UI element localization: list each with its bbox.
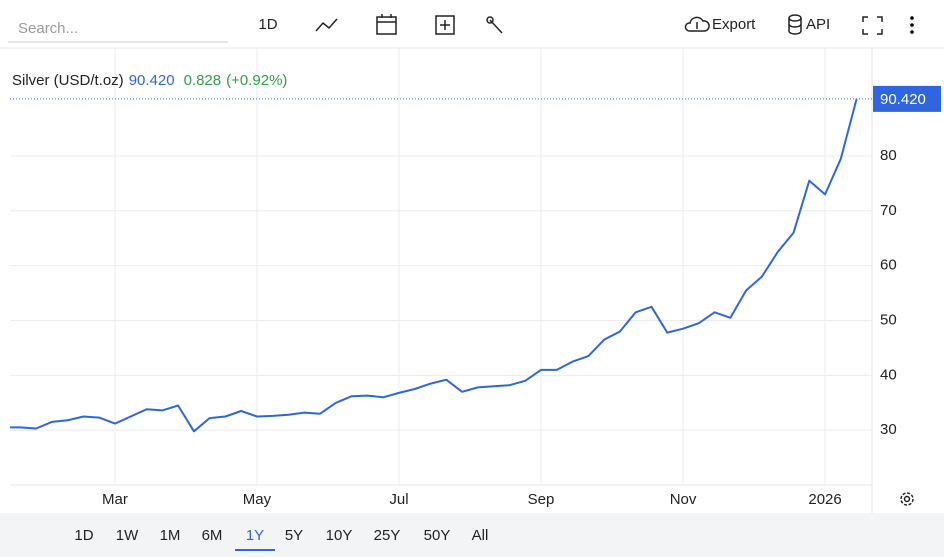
range-button[interactable]: 6M: [202, 527, 223, 544]
range-button[interactable]: 50Y: [424, 527, 451, 544]
add-indicator-icon[interactable]: [435, 15, 455, 35]
menu-icon[interactable]: [910, 16, 914, 34]
search-input[interactable]: Search...: [18, 20, 78, 37]
x-tick-label: Mar: [102, 491, 128, 508]
range-button[interactable]: 25Y: [374, 527, 401, 544]
change-percent: (+0.92%): [226, 72, 287, 89]
range-button[interactable]: 5Y: [285, 527, 303, 544]
range-button[interactable]: 1D: [74, 527, 93, 544]
settings-icon[interactable]: [900, 492, 914, 506]
y-tick-label: 70: [880, 202, 897, 219]
calendar-icon[interactable]: [376, 14, 397, 35]
y-tick-label: 60: [880, 257, 897, 274]
range-bar: [0, 513, 944, 557]
series-name: Silver (USD/t.oz): [12, 72, 124, 89]
range-button[interactable]: 1Y: [246, 527, 264, 544]
range-button[interactable]: 1W: [116, 527, 139, 544]
x-tick-label: Nov: [670, 491, 697, 508]
y-tick-label: 40: [880, 366, 897, 383]
api-button[interactable]: API: [806, 16, 830, 33]
y-tick-label: 80: [880, 147, 897, 164]
chart-type-icon[interactable]: [315, 18, 338, 32]
export-button[interactable]: Export: [712, 16, 756, 33]
change: 0.828: [184, 72, 222, 89]
range-button[interactable]: 10Y: [326, 527, 353, 544]
interval-button[interactable]: 1D: [258, 16, 277, 33]
tools-icon[interactable]: [486, 16, 503, 34]
last-price-label: 90.420: [880, 91, 926, 108]
x-tick-label: Sep: [528, 491, 555, 508]
range-button[interactable]: All: [472, 527, 489, 544]
last-price-box: [873, 85, 941, 112]
range-button[interactable]: 1M: [160, 527, 181, 544]
x-tick-label: 2026: [808, 491, 841, 508]
x-tick-label: May: [243, 491, 272, 508]
legend: Silver (USD/t.oz) 90.420 0.828 (+0.92%): [12, 72, 287, 89]
fullscreen-icon[interactable]: [862, 16, 883, 35]
x-tick-label: Jul: [389, 491, 408, 508]
price-line: [10, 98, 858, 433]
export-icon[interactable]: [684, 16, 710, 32]
y-tick-label: 50: [880, 311, 897, 328]
api-icon[interactable]: [788, 14, 802, 35]
y-tick-label: 30: [880, 421, 897, 438]
last-price: 90.420: [129, 72, 175, 89]
